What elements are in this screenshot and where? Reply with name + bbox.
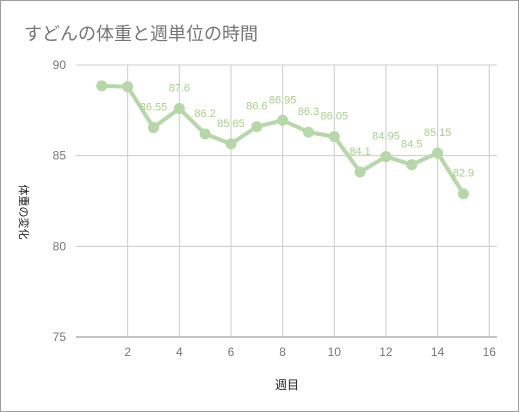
x-tick-label: 10 <box>328 345 342 359</box>
y-tick-label: 80 <box>53 239 67 253</box>
data-label: 84.5 <box>401 139 422 151</box>
y-tick-labels: 75 80 85 90 <box>53 58 67 344</box>
data-label: 86.6 <box>246 101 267 113</box>
y-tick-label: 75 <box>53 330 67 344</box>
data-point <box>380 151 392 163</box>
data-point <box>199 128 211 140</box>
x-tick-label: 8 <box>279 345 286 359</box>
data-label: 86.3 <box>298 106 319 118</box>
y-tick-label: 90 <box>53 58 67 72</box>
data-point <box>406 159 418 171</box>
data-label: 86.95 <box>269 94 297 106</box>
data-label: 85.65 <box>217 118 245 130</box>
data-point <box>354 166 366 178</box>
data-point <box>173 103 185 115</box>
x-tick-label: 6 <box>228 345 235 359</box>
data-label: 84.1 <box>349 146 370 158</box>
x-tick-label: 12 <box>379 345 393 359</box>
data-label: 86.2 <box>194 108 215 120</box>
data-point <box>225 138 237 150</box>
data-label: 86.05 <box>321 111 349 123</box>
x-tick-label: 16 <box>483 345 497 359</box>
chart-title: すどんの体重と週単位の時間 <box>24 24 258 45</box>
data-label: 86.55 <box>140 102 168 114</box>
data-label: 85.15 <box>424 127 452 139</box>
y-tick-label: 85 <box>53 149 67 163</box>
x-tick-label: 4 <box>176 345 183 359</box>
x-tick-label: 14 <box>431 345 445 359</box>
data-point <box>147 122 159 134</box>
data-point <box>432 147 444 159</box>
data-label: 87.6 <box>169 83 190 95</box>
data-label: 82.9 <box>453 168 474 180</box>
data-point <box>251 121 263 133</box>
data-point <box>457 188 469 200</box>
data-point <box>328 131 340 143</box>
data-label: 84.95 <box>372 131 400 143</box>
data-point <box>96 80 108 92</box>
data-point <box>277 114 289 126</box>
data-point <box>122 81 134 93</box>
data-point <box>302 126 314 138</box>
x-tick-labels: 2 4 6 8 10 12 14 16 <box>124 345 496 359</box>
series-group <box>96 80 469 200</box>
x-axis-label: 週目 <box>274 378 300 392</box>
x-tick-label: 2 <box>124 345 131 359</box>
